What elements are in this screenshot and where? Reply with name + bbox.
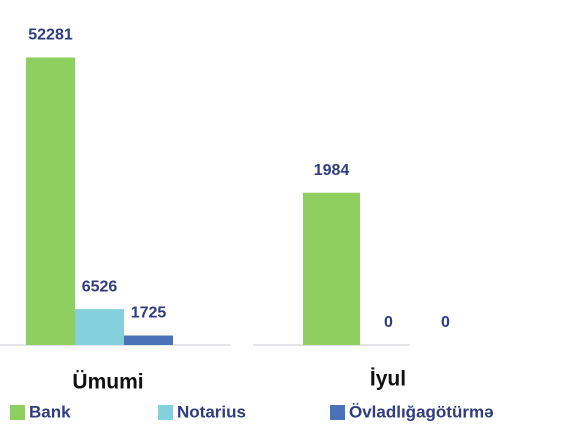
- value-label: 6526: [82, 278, 118, 295]
- legend-swatch: [10, 405, 25, 420]
- bar: [26, 57, 75, 345]
- legend-label: Notarius: [177, 402, 246, 421]
- category-label: Ümumi: [72, 371, 143, 394]
- value-label: 1725: [131, 305, 167, 322]
- legend-swatch: [330, 405, 345, 420]
- value-label: 1984: [314, 162, 350, 179]
- legend-swatch: [158, 405, 173, 420]
- bar: [124, 335, 173, 345]
- value-label: 0: [441, 314, 450, 331]
- value-label: 0: [384, 314, 393, 331]
- legend-label: Bank: [29, 402, 71, 421]
- value-label: 52281: [28, 27, 73, 44]
- bar: [75, 309, 124, 345]
- bar: [303, 192, 360, 345]
- legend-label: Övladlığagötürmə: [349, 402, 494, 421]
- category-label: İyul: [370, 368, 406, 391]
